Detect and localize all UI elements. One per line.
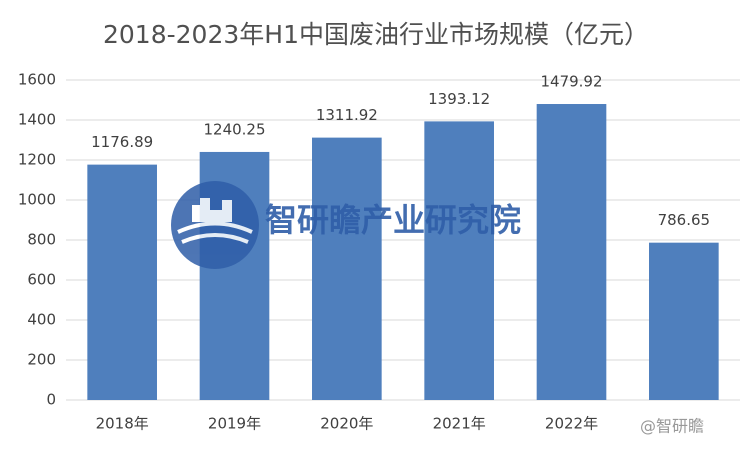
bar	[87, 164, 157, 400]
bar	[424, 121, 494, 400]
y-tick-label: 1200	[18, 151, 56, 169]
bar	[536, 104, 607, 401]
source-mark: @智研瞻	[640, 417, 704, 436]
x-tick-label: 2018年	[96, 415, 149, 433]
logo-waves	[177, 221, 253, 244]
y-tick-label: 1400	[18, 111, 56, 129]
y-tick-label: 800	[27, 231, 56, 249]
bar	[312, 137, 382, 400]
data-label: 786.65	[658, 211, 711, 229]
y-tick-label: 0	[46, 391, 56, 409]
data-label: 1393.12	[428, 90, 490, 108]
y-tick-label: 400	[27, 311, 56, 329]
y-tick-label: 200	[27, 351, 56, 369]
y-tick-label: 1600	[18, 71, 56, 89]
y-tick-label: 600	[27, 271, 56, 289]
y-tick-label: 1000	[18, 191, 56, 209]
data-label: 1240.25	[203, 120, 265, 138]
watermark-logo	[171, 181, 259, 269]
watermark: 智研瞻产业研究院	[265, 201, 521, 239]
chart-title: 2018-2023年H1中国废油行业市场规模（亿元）	[103, 20, 649, 49]
data-label: 1311.92	[316, 106, 378, 124]
bar	[649, 242, 719, 400]
data-label: 1176.89	[91, 133, 153, 151]
x-tick-label: 2021年	[433, 415, 486, 433]
data-label: 1479.92	[540, 73, 602, 91]
plot-area: 0 200 400 600 800 1000 1200 1400 1600 2018年 1176.8…	[18, 71, 740, 433]
x-tick-label: 2019年	[208, 415, 261, 433]
logo-castle	[192, 198, 232, 222]
x-tick-label: 2022年	[545, 415, 598, 433]
x-tick-label: 2020年	[320, 415, 373, 433]
